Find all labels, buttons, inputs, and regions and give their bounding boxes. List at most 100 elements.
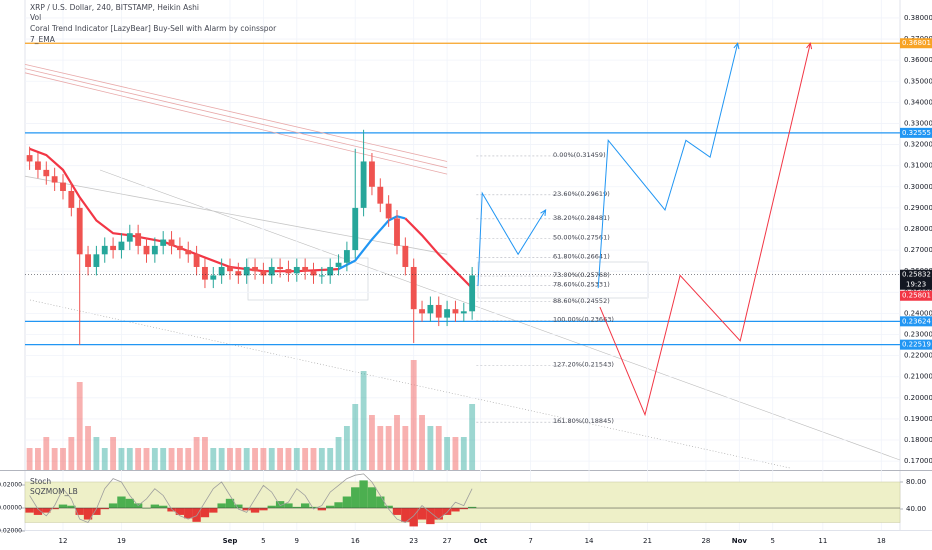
fib-label: 78.60%(0.25331) [553, 280, 610, 288]
y-tick-label: 0.17000 [904, 457, 932, 465]
sqz-bar [451, 508, 460, 512]
candle-body [352, 207, 359, 251]
volume-bar [385, 426, 392, 470]
indicator-line [24, 64, 448, 162]
volume-bar [285, 448, 292, 470]
candle-body [126, 233, 133, 242]
sqz-bar [300, 503, 310, 509]
volume-bar [302, 448, 309, 470]
sqz-bar [442, 508, 452, 515]
y-tick-label: 0.31000 [904, 162, 932, 170]
candle-body [419, 309, 425, 314]
candle-body [243, 266, 250, 276]
candle-body [385, 203, 392, 219]
volume-bar [310, 448, 317, 470]
fib-label: 23.60%(0.29619) [553, 190, 610, 198]
candle-body [60, 182, 66, 191]
sqz-bar [125, 498, 134, 509]
volume-bar [369, 415, 375, 470]
fib-label: 38.20%(0.28481) [553, 214, 610, 222]
volume-bar [335, 437, 342, 470]
volume-bar [35, 448, 41, 470]
candle-body [260, 271, 267, 276]
volume-bar [268, 448, 275, 470]
candle-body [427, 304, 434, 314]
indicator-line [24, 175, 448, 255]
candle-body [185, 250, 192, 255]
price-label: 0.22519 [902, 341, 931, 349]
countdown: 19:23 [906, 281, 926, 289]
sqz-bar [159, 505, 168, 509]
candle-body [85, 254, 91, 267]
sqz-bar [75, 508, 84, 515]
candle-body [318, 275, 325, 277]
fib-label: 73.00%(0.25768) [553, 271, 610, 279]
fib-label: 50.00%(0.27561) [553, 233, 610, 241]
x-tick-label: 5 [771, 537, 775, 545]
trend-line [99, 169, 901, 461]
x-tick-label: 9 [295, 537, 299, 545]
volume-bar [260, 448, 267, 470]
y2-tick-label: 80.00 [906, 478, 926, 486]
chart-title: XRP / U.S. Dollar, 240, BITSTAMP, Heikin… [30, 3, 199, 12]
sqz-bar [292, 506, 301, 509]
volume-bar [210, 448, 217, 470]
price-label: 0.25832 [902, 271, 931, 279]
y-tick-label: 0.21000 [904, 373, 932, 381]
volume-bar [160, 448, 167, 470]
sqz-bar [426, 508, 435, 525]
sqz-bar [167, 508, 176, 512]
y-tick-label: 0.02000 [0, 482, 22, 489]
volume-bar [402, 426, 409, 470]
indicator-label: Stoch [30, 477, 51, 486]
x-tick-label: 27 [443, 537, 452, 545]
x-tick-label: 23 [409, 537, 418, 545]
fib-label: 61.80%(0.26641) [553, 253, 610, 261]
y-tick-label: 0.38000 [904, 14, 932, 22]
sqz-bar [50, 508, 59, 510]
price-label: 0.32555 [902, 129, 931, 137]
volume-bar [168, 448, 175, 470]
price-label-box [900, 127, 932, 138]
sqz-bar [83, 508, 93, 520]
candle-body [277, 266, 284, 270]
volume-bar [218, 448, 225, 470]
fib-label: 127.20%(0.21543) [553, 360, 614, 368]
stoch-line [29, 473, 473, 523]
sqz-bar [417, 508, 427, 520]
volume-bar [444, 437, 451, 470]
arrow-head [806, 42, 813, 50]
price-label-box [900, 339, 932, 350]
stoch-band [24, 481, 901, 523]
sqz-bar [401, 508, 410, 522]
indicator-label: Coral Trend Indicator [LazyBear] Buy-Sel… [30, 24, 277, 33]
volume-bar [469, 404, 476, 470]
volume-bar [85, 426, 91, 470]
candle-body [118, 241, 125, 251]
sqz-bar [409, 508, 418, 527]
volume-bar [410, 360, 417, 470]
sqz-bar [242, 508, 251, 511]
sqz-bar [309, 506, 318, 509]
x-tick-label: 28 [701, 537, 710, 545]
indicator-label: 7_EMA [30, 35, 56, 44]
candle-body [235, 271, 242, 276]
volume-bar [352, 404, 359, 470]
y-tick-label: 0.24000 [904, 309, 932, 317]
indicator-label: SQZMOM_LB [30, 487, 78, 496]
volume-bar [227, 448, 233, 470]
volume-bar [68, 437, 75, 470]
sqz-bar [100, 508, 109, 510]
sqz-bar [217, 503, 226, 509]
sqz-bar [459, 508, 468, 510]
sqz-bar [117, 496, 126, 509]
y-tick-label: 0.28000 [904, 225, 932, 233]
candle-body [135, 233, 142, 246]
volume-bar [377, 426, 384, 470]
arrow-head [540, 209, 547, 217]
sqz-bar [33, 508, 43, 515]
sqz-bar [92, 508, 101, 515]
candle-body [176, 245, 183, 251]
volume-bar [243, 448, 250, 470]
